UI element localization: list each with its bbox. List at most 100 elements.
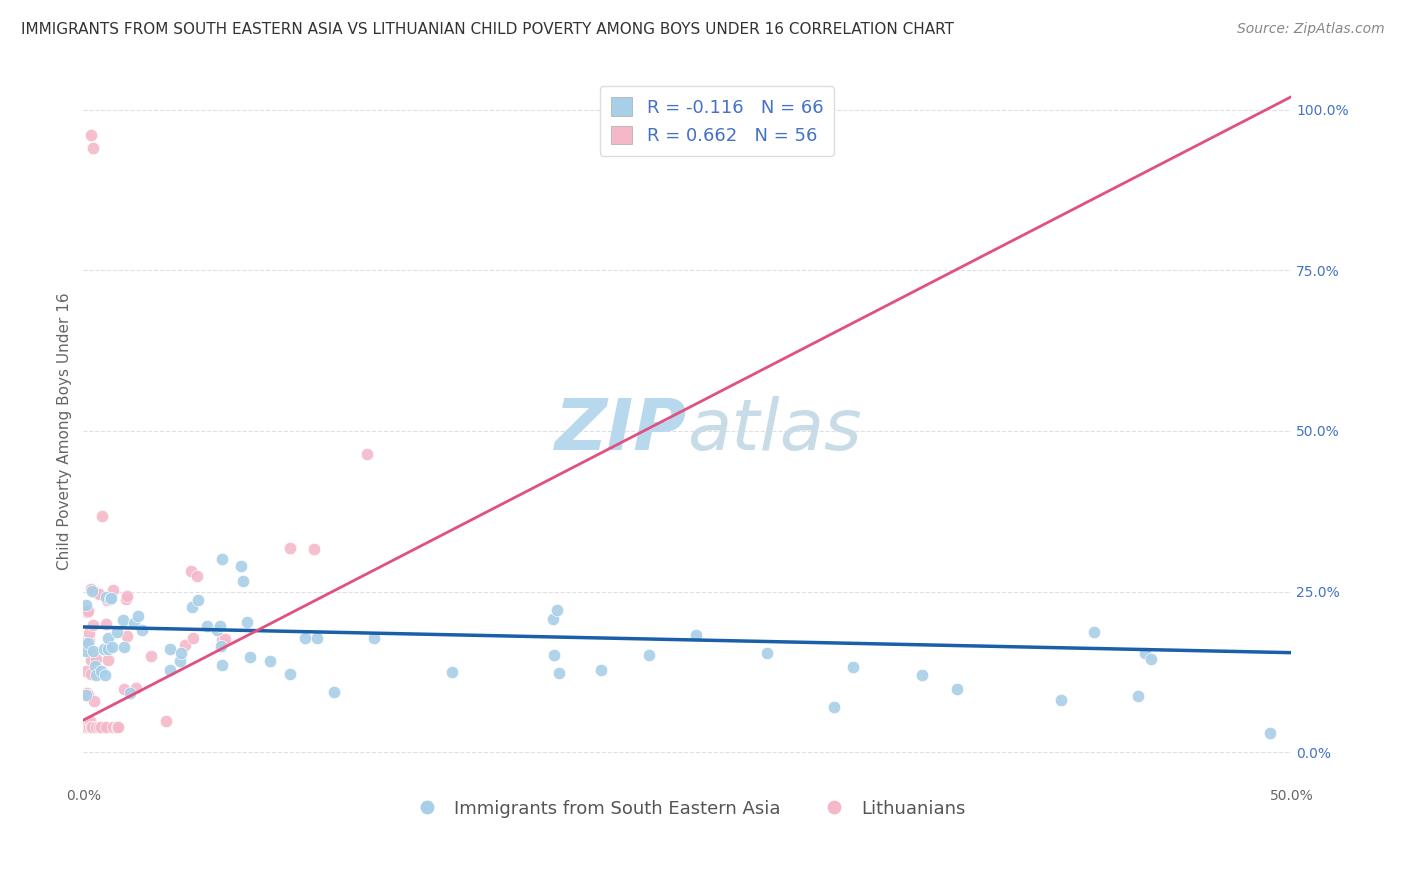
Point xyxy=(278,541,301,555)
Point xyxy=(259,654,281,668)
Point xyxy=(79,128,101,143)
Point xyxy=(1126,689,1149,703)
Point xyxy=(101,720,124,734)
Point xyxy=(97,631,120,645)
Point xyxy=(239,649,262,664)
Point xyxy=(685,628,707,642)
Point xyxy=(1050,693,1073,707)
Point xyxy=(127,609,149,624)
Point xyxy=(75,720,97,734)
Point xyxy=(174,638,197,652)
Point xyxy=(75,720,97,734)
Point xyxy=(180,564,202,578)
Point xyxy=(114,592,136,607)
Point xyxy=(294,632,316,646)
Point xyxy=(82,644,104,658)
Point xyxy=(589,663,612,677)
Point xyxy=(280,666,302,681)
Point xyxy=(205,623,228,637)
Point xyxy=(84,651,107,665)
Point xyxy=(80,666,103,681)
Point xyxy=(756,646,779,660)
Point xyxy=(546,603,568,617)
Text: atlas: atlas xyxy=(688,396,862,466)
Legend: Immigrants from South Eastern Asia, Lithuanians: Immigrants from South Eastern Asia, Lith… xyxy=(402,792,973,825)
Point xyxy=(638,648,661,663)
Point xyxy=(1133,646,1156,660)
Point xyxy=(139,649,162,664)
Point xyxy=(83,659,105,673)
Point xyxy=(77,626,100,640)
Point xyxy=(211,658,233,673)
Point xyxy=(105,624,128,639)
Point xyxy=(103,582,125,597)
Point xyxy=(77,634,100,648)
Point xyxy=(105,720,128,734)
Point xyxy=(82,141,104,155)
Point xyxy=(170,646,193,660)
Point xyxy=(80,584,103,599)
Point xyxy=(211,552,233,566)
Point xyxy=(75,643,97,657)
Point xyxy=(547,666,569,681)
Point xyxy=(1083,625,1105,640)
Point xyxy=(90,720,112,734)
Point xyxy=(83,694,105,708)
Point xyxy=(229,558,252,573)
Point xyxy=(100,591,122,605)
Point xyxy=(186,568,208,582)
Point xyxy=(96,616,118,631)
Point xyxy=(96,593,118,607)
Point xyxy=(76,686,98,700)
Point xyxy=(82,720,104,734)
Point xyxy=(87,587,110,601)
Point xyxy=(97,653,120,667)
Point xyxy=(77,604,100,618)
Point xyxy=(84,668,107,682)
Point xyxy=(76,720,98,734)
Point xyxy=(1258,726,1281,740)
Point xyxy=(211,632,233,647)
Text: ZIP: ZIP xyxy=(555,396,688,466)
Point xyxy=(208,619,231,633)
Point xyxy=(304,542,326,557)
Point xyxy=(187,593,209,607)
Point xyxy=(181,599,204,614)
Point xyxy=(77,636,100,650)
Point xyxy=(159,642,181,657)
Point xyxy=(231,574,253,589)
Point xyxy=(75,664,97,678)
Point xyxy=(124,681,146,695)
Point xyxy=(307,632,329,646)
Point xyxy=(823,700,845,714)
Point xyxy=(541,611,564,625)
Point xyxy=(73,720,96,734)
Point xyxy=(122,615,145,630)
Point xyxy=(94,591,117,605)
Point xyxy=(214,632,236,647)
Point xyxy=(93,642,115,657)
Point xyxy=(79,714,101,728)
Point xyxy=(73,635,96,649)
Point xyxy=(77,720,100,734)
Point xyxy=(114,640,136,655)
Point xyxy=(80,582,103,596)
Point xyxy=(94,720,117,734)
Point xyxy=(115,629,138,643)
Point xyxy=(236,615,259,629)
Y-axis label: Child Poverty Among Boys Under 16: Child Poverty Among Boys Under 16 xyxy=(58,292,72,570)
Point xyxy=(75,635,97,649)
Point xyxy=(91,509,114,524)
Point xyxy=(440,665,463,679)
Point xyxy=(101,640,124,655)
Point xyxy=(89,720,111,734)
Point xyxy=(84,585,107,599)
Point xyxy=(76,688,98,702)
Text: IMMIGRANTS FROM SOUTH EASTERN ASIA VS LITHUANIAN CHILD POVERTY AMONG BOYS UNDER : IMMIGRANTS FROM SOUTH EASTERN ASIA VS LI… xyxy=(21,22,955,37)
Point xyxy=(75,688,97,702)
Point xyxy=(159,663,181,677)
Point xyxy=(94,668,117,682)
Point xyxy=(82,618,104,632)
Point xyxy=(181,632,204,646)
Point xyxy=(80,720,103,734)
